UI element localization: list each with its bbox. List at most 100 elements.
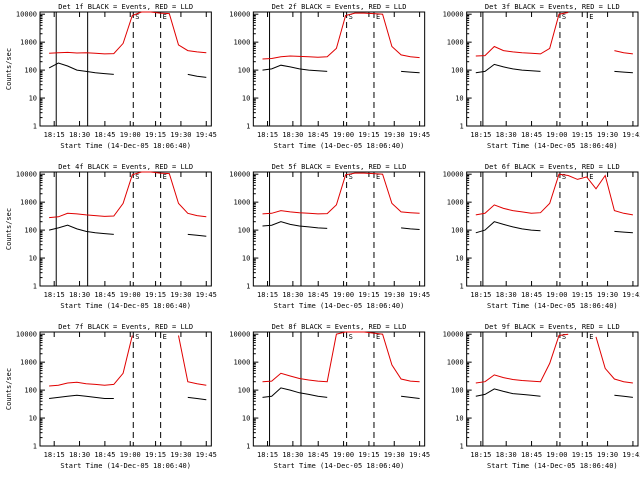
- x-axis-label: Start Time (14-Dec-05 18:06:40): [60, 462, 191, 470]
- red-series-line: [475, 12, 633, 57]
- x-tick-label: 19:15: [358, 291, 379, 299]
- marker-label-s: S: [562, 13, 566, 21]
- red-series-line: [49, 171, 207, 219]
- panel-title: Det 8f BLACK = Events, RED = LLD: [272, 323, 407, 331]
- x-tick-label: 18:45: [521, 291, 542, 299]
- red-series-line: [49, 335, 207, 387]
- x-tick-label: 19:30: [384, 451, 405, 459]
- detector-panel: Det 5f BLACK = Events, RED = LLD 1 10 100 10…: [229, 163, 430, 310]
- detector-panel: Det 6f BLACK = Events, RED = LLD 1 10 100 10…: [443, 163, 640, 310]
- x-tick-label: 18:30: [69, 131, 90, 139]
- x-tick-label: 19:15: [572, 451, 593, 459]
- black-series-line: [262, 64, 420, 74]
- detector-panel: Det 9f BLACK = Events, RED = LLD 1 10 100 10…: [443, 323, 640, 470]
- x-tick-label: 18:15: [470, 131, 491, 139]
- panel-title: Det 4f BLACK = Events, RED = LLD: [58, 163, 193, 171]
- red-series-line: [475, 333, 633, 384]
- panel-title: Det 7f BLACK = Events, RED = LLD: [58, 323, 193, 331]
- x-tick-label: 19:30: [384, 291, 405, 299]
- panel-title: Det 5f BLACK = Events, RED = LLD: [272, 163, 407, 171]
- plot-frame: [252, 331, 426, 447]
- x-tick-label: 19:30: [170, 131, 191, 139]
- x-tick-label: 18:30: [496, 291, 517, 299]
- y-tick-label: 1: [33, 123, 37, 131]
- black-series-line: [475, 388, 633, 398]
- plot-frame: [466, 11, 639, 127]
- y-tick-label: 100: [24, 227, 37, 235]
- x-tick-label: 18:15: [257, 131, 278, 139]
- x-tick-label: 19:45: [622, 131, 640, 139]
- y-tick-label: 10000: [16, 171, 37, 179]
- black-series-line: [48, 224, 207, 237]
- x-tick-label: 18:15: [257, 451, 278, 459]
- black-series-line: [475, 63, 633, 74]
- x-tick-label: 18:30: [69, 451, 90, 459]
- marker-label-e: E: [589, 13, 593, 21]
- x-tick-label: 19:00: [120, 291, 141, 299]
- x-tick-label: 19:15: [145, 451, 166, 459]
- y-tick-label: 10: [242, 415, 250, 423]
- y-tick-label: 100: [451, 67, 464, 75]
- black-series-line: [475, 221, 633, 234]
- x-tick-label: 19:30: [170, 291, 191, 299]
- x-tick-label: 19:30: [170, 451, 191, 459]
- x-tick-label: 18:45: [308, 291, 329, 299]
- x-tick-label: 19:30: [597, 291, 618, 299]
- y-tick-label: 10: [455, 415, 463, 423]
- x-tick-label: 18:15: [470, 451, 491, 459]
- marker-label-s: S: [349, 333, 353, 341]
- x-tick-label: 19:30: [384, 131, 405, 139]
- x-tick-label: 18:45: [94, 291, 115, 299]
- plot-frame: [39, 11, 212, 127]
- x-tick-label: 19:15: [358, 451, 379, 459]
- detector-panel: Det 8f BLACK = Events, RED = LLD 1 10 100 10…: [229, 323, 430, 470]
- x-tick-label: 19:00: [333, 451, 354, 459]
- y-tick-label: 10: [29, 95, 37, 103]
- x-tick-label: 19:15: [145, 131, 166, 139]
- y-tick-label: 1000: [20, 39, 37, 47]
- marker-label-s: S: [135, 333, 139, 341]
- x-tick-label: 18:45: [94, 131, 115, 139]
- x-tick-label: 19:45: [196, 291, 217, 299]
- x-tick-label: 18:15: [257, 291, 278, 299]
- x-tick-label: 19:00: [546, 291, 567, 299]
- x-tick-label: 19:15: [572, 291, 593, 299]
- marker-label-s: S: [349, 173, 353, 181]
- y-tick-label: 10000: [443, 11, 464, 19]
- panel-title: Det 9f BLACK = Events, RED = LLD: [485, 323, 620, 331]
- plot-frame: [39, 171, 212, 287]
- marker-label-e: E: [376, 13, 380, 21]
- x-tick-label: 18:30: [69, 291, 90, 299]
- y-tick-label: 1: [459, 123, 463, 131]
- y-tick-label: 10: [455, 95, 463, 103]
- detector-panel: Det 3f BLACK = Events, RED = LLD 1 10 100 10…: [443, 3, 640, 150]
- red-series-line: [49, 11, 207, 55]
- plot-frame: [466, 331, 639, 447]
- x-axis-label: Start Time (14-Dec-05 18:06:40): [274, 142, 405, 150]
- x-tick-label: 19:45: [622, 291, 640, 299]
- x-tick-label: 18:30: [496, 131, 517, 139]
- marker-label-s: S: [135, 173, 139, 181]
- x-tick-label: 19:00: [546, 131, 567, 139]
- y-tick-label: 10: [242, 255, 250, 263]
- detector-panel: Det 4f BLACK = Events, RED = LLD 1 10 100 10…: [5, 163, 217, 310]
- y-tick-label: 1: [33, 443, 37, 451]
- detector-panel: Det 1f BLACK = Events, RED = LLD 1 10 100 10…: [5, 3, 217, 150]
- y-tick-label: 1: [246, 283, 250, 291]
- x-axis-label: Start Time (14-Dec-05 18:06:40): [487, 302, 618, 310]
- panel-title: Det 6f BLACK = Events, RED = LLD: [485, 163, 620, 171]
- y-axis-label: Counts/sec: [5, 208, 13, 250]
- y-tick-label: 1000: [447, 359, 464, 367]
- y-tick-label: 10: [242, 95, 250, 103]
- y-tick-label: 10000: [229, 11, 250, 19]
- x-tick-label: 18:30: [282, 131, 303, 139]
- y-tick-label: 100: [238, 387, 251, 395]
- y-tick-label: 1000: [447, 39, 464, 47]
- x-tick-label: 19:15: [572, 131, 593, 139]
- x-tick-label: 18:15: [44, 131, 65, 139]
- y-tick-label: 1000: [447, 199, 464, 207]
- x-tick-label: 18:30: [496, 451, 517, 459]
- y-tick-label: 1000: [20, 359, 37, 367]
- y-tick-label: 1: [459, 443, 463, 451]
- x-axis-label: Start Time (14-Dec-05 18:06:40): [487, 142, 618, 150]
